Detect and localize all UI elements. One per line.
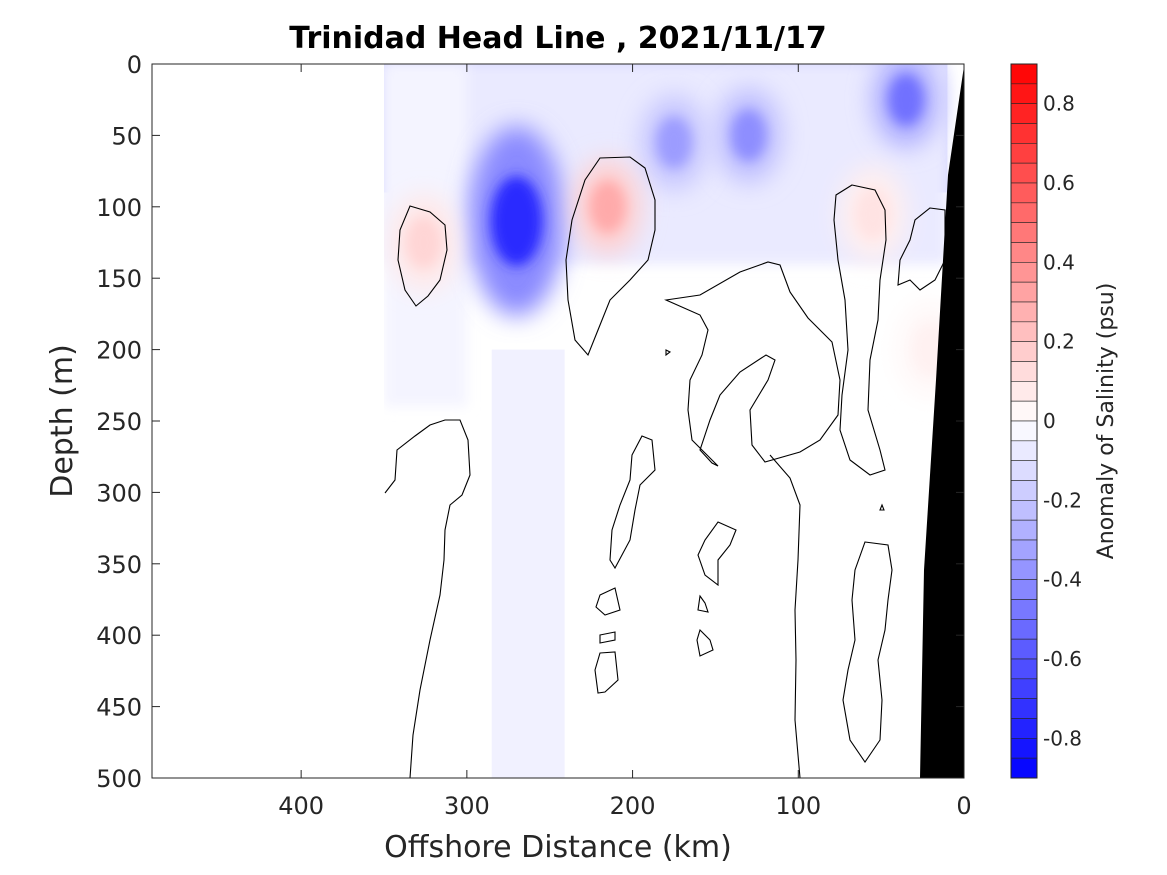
- y-tick-label: 300: [96, 479, 142, 507]
- colorbar-tick-label: -0.8: [1043, 726, 1082, 750]
- colorbar-level: [1010, 242, 1038, 263]
- colorbar-level: [1010, 281, 1038, 303]
- plot-field: [152, 64, 964, 778]
- colorbar-level: [1010, 182, 1038, 204]
- colorbar-tick-label: 0.6: [1043, 171, 1075, 195]
- colorbar-level: [1010, 321, 1038, 342]
- field-core: [490, 176, 543, 267]
- contour-line: [397, 205, 448, 307]
- colorbar-level: [1010, 619, 1038, 640]
- colorbar-level: [1010, 638, 1038, 660]
- colorbar-level: [1010, 361, 1038, 382]
- colorbar-level: [1010, 559, 1038, 580]
- colorbar-level: [1010, 718, 1038, 739]
- contour-line: [664, 261, 841, 467]
- x-tick-label: 0: [956, 792, 971, 820]
- field-column: [491, 349, 565, 778]
- colorbar-level: [1010, 658, 1038, 680]
- field-core: [656, 116, 692, 169]
- contour-line: [769, 454, 801, 778]
- colorbar-tick-label: -0.4: [1043, 568, 1082, 592]
- y-tick-label: 250: [96, 408, 142, 436]
- salinity-field: [152, 64, 964, 778]
- contour-line: [599, 631, 616, 644]
- colorbar-tick-label: -0.6: [1043, 647, 1082, 671]
- colorbar-level: [1010, 539, 1038, 561]
- zero-contours: [384, 156, 946, 778]
- colorbar-tick-label: 0.4: [1043, 250, 1075, 274]
- colorbar-tick-label: 0.8: [1043, 92, 1075, 116]
- field-no-data: [152, 64, 384, 778]
- field-core: [854, 187, 891, 240]
- chart-title: Trinidad Head Line , 2021/11/17: [289, 21, 826, 56]
- contour-line: [595, 587, 621, 616]
- x-tick-label: 300: [444, 792, 490, 820]
- contour-line: [833, 184, 887, 476]
- colorbar-level: [1010, 400, 1038, 422]
- colorbar-level: [1010, 440, 1038, 461]
- contour-line: [384, 419, 471, 778]
- colorbar-level: [1010, 678, 1038, 699]
- colorbar-level: [1010, 222, 1038, 243]
- y-tick-label: 50: [111, 122, 142, 150]
- colorbar-level: [1010, 202, 1038, 223]
- colorbar-tick-label: -0.2: [1043, 488, 1082, 512]
- contour-line: [565, 156, 656, 357]
- colorbar-level: [1010, 83, 1038, 104]
- y-tick-label: 150: [96, 265, 142, 293]
- colorbar-level: [1010, 63, 1038, 85]
- field-core: [405, 216, 442, 269]
- y-tick-label: 500: [96, 765, 142, 793]
- colorbar-level: [1010, 757, 1038, 779]
- x-tick-label: 200: [610, 792, 656, 820]
- x-axis-label: Offshore Distance (km): [384, 830, 732, 865]
- colorbar-level: [1010, 579, 1038, 600]
- colorbar-level: [1010, 143, 1038, 164]
- colorbar-level: [1010, 420, 1038, 442]
- contour-line: [696, 628, 714, 657]
- x-tick-label: 100: [775, 792, 821, 820]
- contour-line: [697, 521, 737, 587]
- contour-line: [879, 503, 885, 511]
- colorbar-level: [1010, 480, 1038, 501]
- colorbar-level: [1010, 738, 1038, 759]
- y-tick-label: 0: [127, 51, 142, 79]
- colorbar-level: [1010, 262, 1038, 283]
- colorbar-frame: [1010, 63, 1038, 779]
- x-tick-label: 400: [278, 792, 324, 820]
- field-core: [589, 180, 626, 233]
- colorbar-level: [1010, 599, 1038, 620]
- colorbar: 0.8 0.6 0.4 0.2 0 -0.2 -0.4 -0.6 -0.8: [1010, 63, 1082, 779]
- y-tick-label: 400: [96, 622, 142, 650]
- colorbar-label: Anomaly of Salinity (psu): [1094, 283, 1119, 560]
- colorbar-tick-label: 0.2: [1043, 330, 1075, 354]
- contour-line: [594, 651, 619, 694]
- colorbar-level: [1010, 381, 1038, 402]
- colorbar-level: [1010, 123, 1038, 144]
- colorbar-level: [1010, 500, 1038, 521]
- seafloor-mask: [920, 66, 964, 778]
- colorbar-level: [1010, 519, 1038, 541]
- field-core: [888, 73, 924, 126]
- y-tick-label: 450: [96, 694, 142, 722]
- contour-line: [609, 435, 656, 570]
- contour-line: [842, 541, 893, 763]
- contour-line: [665, 349, 672, 357]
- y-tick-label: 100: [96, 194, 142, 222]
- field-core: [730, 109, 767, 162]
- contour-line: [697, 594, 709, 613]
- y-tick-label: 350: [96, 551, 142, 579]
- y-axis-label: Depth (m): [45, 344, 80, 498]
- y-tick-label: 200: [96, 337, 142, 365]
- y-axis: 0 50 100 150 200 250 300 350 400 450 500: [96, 51, 964, 793]
- colorbar-level: [1010, 103, 1038, 124]
- colorbar-level: [1010, 341, 1038, 362]
- colorbar-level: [1010, 162, 1038, 184]
- colorbar-level: [1010, 301, 1038, 323]
- colorbar-level: [1010, 698, 1038, 719]
- colorbar-tick-label: 0: [1043, 409, 1056, 433]
- x-axis: 400 300 200 100 0: [278, 64, 972, 820]
- colorbar-level: [1010, 460, 1038, 481]
